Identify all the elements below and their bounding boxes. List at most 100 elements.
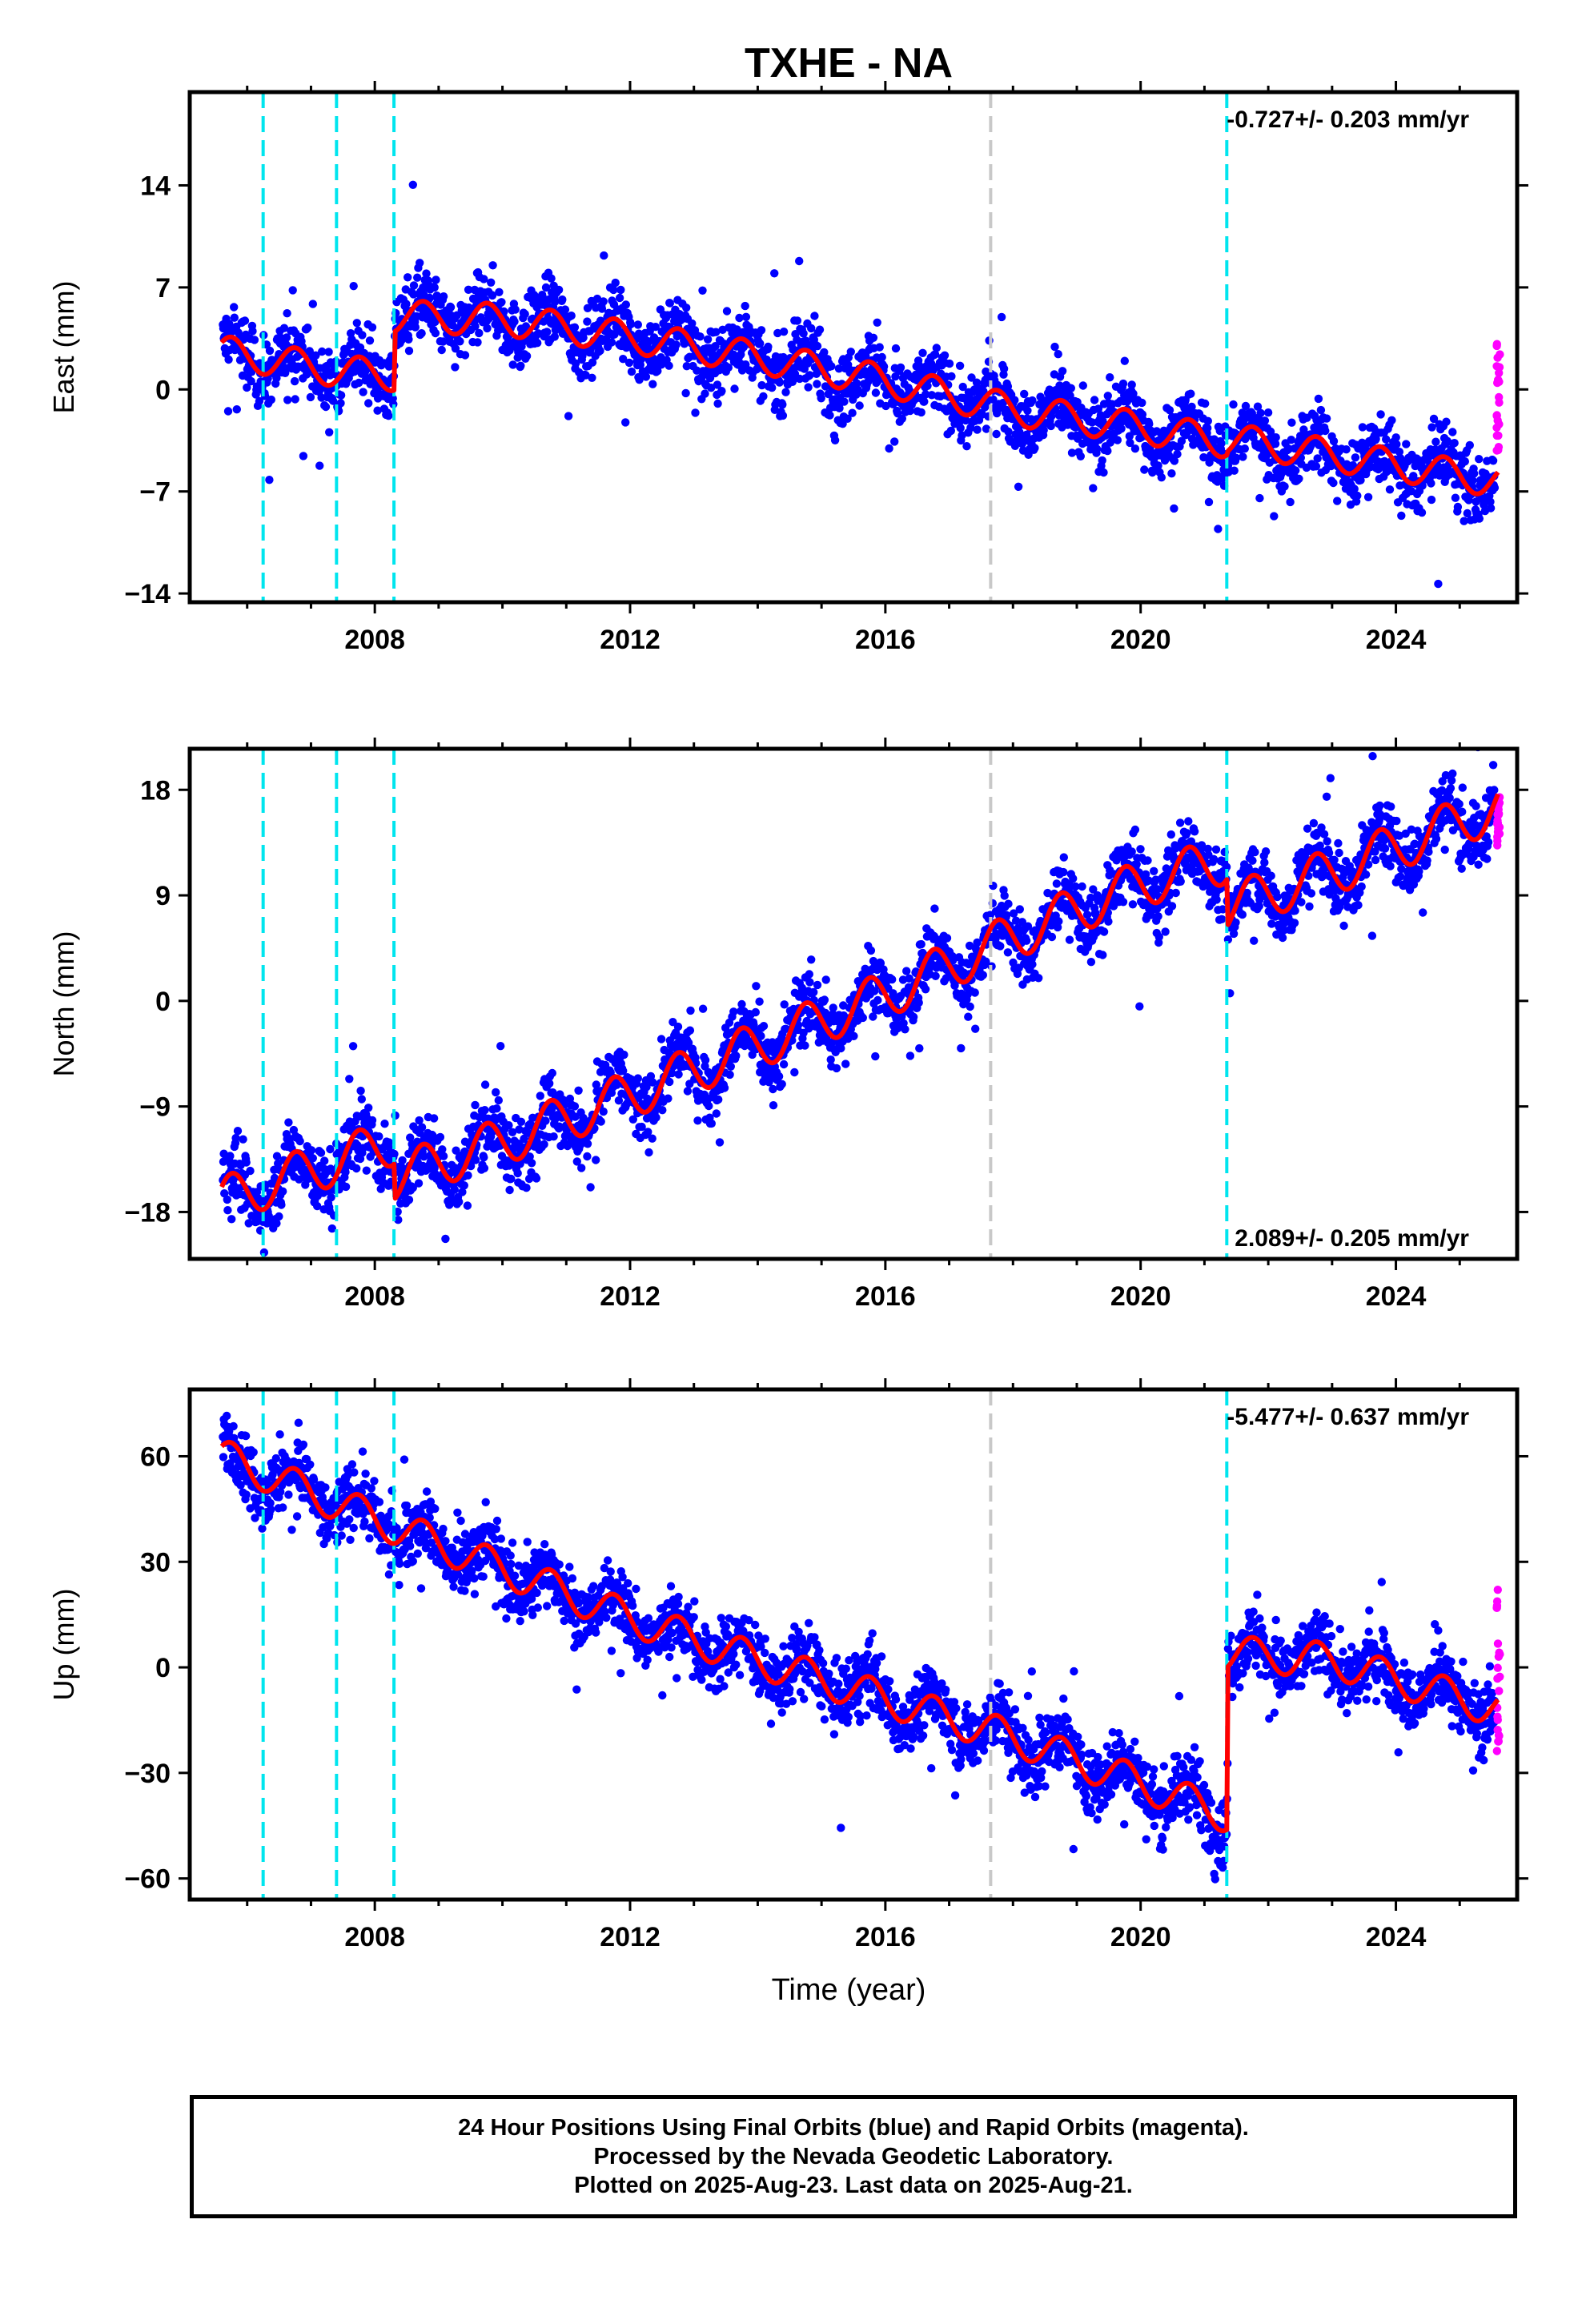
data-point	[698, 286, 707, 295]
data-point	[626, 320, 635, 329]
data-point	[513, 1168, 522, 1178]
data-point	[942, 934, 952, 943]
data-point	[1143, 856, 1152, 865]
data-point	[1267, 871, 1275, 880]
data-point	[1316, 405, 1326, 415]
data-point	[1099, 927, 1109, 936]
data-point	[735, 313, 744, 323]
data-point	[549, 1132, 558, 1141]
data-point	[741, 312, 751, 321]
data-point	[757, 326, 766, 335]
data-point	[447, 1195, 456, 1204]
data-point	[769, 1084, 777, 1094]
data-point	[648, 1078, 657, 1087]
data-point	[1170, 456, 1179, 465]
data-point	[508, 360, 517, 369]
data-point	[773, 328, 782, 338]
data-point	[1103, 446, 1112, 456]
data-point	[1342, 445, 1351, 454]
data-point	[356, 1086, 365, 1096]
data-point	[375, 1132, 383, 1141]
data-point	[336, 391, 346, 400]
data-point	[881, 401, 890, 411]
data-point	[642, 1083, 651, 1092]
data-point	[532, 1136, 541, 1146]
data-point	[316, 1148, 326, 1157]
data-point	[313, 1201, 322, 1211]
data-point	[930, 350, 940, 359]
data-point	[1291, 466, 1300, 475]
data-point	[764, 342, 773, 352]
data-point	[688, 319, 697, 328]
data-point	[570, 323, 580, 332]
rapid-data-point	[1492, 412, 1501, 420]
data-point	[1488, 456, 1498, 465]
data-point	[480, 275, 488, 283]
data-point	[1065, 935, 1074, 944]
data-point	[345, 1075, 354, 1084]
data-point	[451, 344, 460, 353]
data-point	[349, 282, 358, 291]
data-point	[1052, 879, 1062, 888]
data-point	[507, 1174, 516, 1184]
data-point	[672, 340, 681, 349]
data-point	[805, 371, 814, 380]
data-point	[1270, 512, 1279, 521]
data-point	[1250, 936, 1259, 945]
data-point	[1358, 423, 1367, 432]
data-point	[644, 1128, 652, 1136]
data-point	[1212, 895, 1221, 904]
data-point	[411, 323, 420, 332]
data-point	[558, 295, 567, 304]
data-point	[757, 1031, 765, 1040]
data-point	[1395, 448, 1404, 456]
data-point	[707, 1119, 716, 1128]
data-point	[1217, 439, 1226, 448]
data-point	[497, 298, 506, 307]
chart-title: TXHE - NA	[745, 40, 953, 86]
data-point	[1468, 476, 1477, 485]
data-point	[390, 1149, 399, 1159]
rapid-data-point	[1492, 340, 1502, 348]
data-point	[597, 304, 607, 313]
data-point	[367, 1116, 377, 1125]
data-point	[741, 1033, 751, 1042]
data-point	[417, 329, 426, 338]
data-point	[303, 324, 312, 332]
data-point	[621, 300, 630, 309]
data-point	[439, 292, 448, 301]
data-point	[581, 371, 590, 380]
data-point	[243, 383, 251, 392]
data-point	[628, 1115, 637, 1124]
data-point	[451, 363, 460, 372]
data-point	[480, 1164, 489, 1173]
data-point	[691, 408, 700, 417]
data-point	[858, 1013, 868, 1023]
data-point	[284, 1118, 293, 1127]
data-point	[1356, 476, 1365, 485]
data-point	[452, 1146, 460, 1155]
data-point	[775, 378, 784, 387]
data-point	[1385, 485, 1395, 494]
y-tick-label: 7	[155, 273, 171, 304]
data-point	[1203, 424, 1212, 432]
data-point	[635, 376, 644, 384]
data-point	[1120, 356, 1130, 365]
data-point	[619, 1067, 628, 1076]
data-point	[921, 985, 930, 994]
data-point	[1171, 888, 1180, 898]
data-point	[244, 1219, 253, 1228]
data-point	[917, 408, 926, 417]
data-point	[277, 1200, 286, 1209]
data-point	[1050, 342, 1059, 352]
data-point	[1166, 830, 1176, 839]
data-point	[1295, 474, 1303, 483]
data-point	[320, 1156, 329, 1165]
data-point	[327, 1224, 336, 1233]
rapid-data-point	[1493, 353, 1502, 362]
data-point	[1067, 448, 1077, 457]
data-point	[668, 1068, 677, 1078]
